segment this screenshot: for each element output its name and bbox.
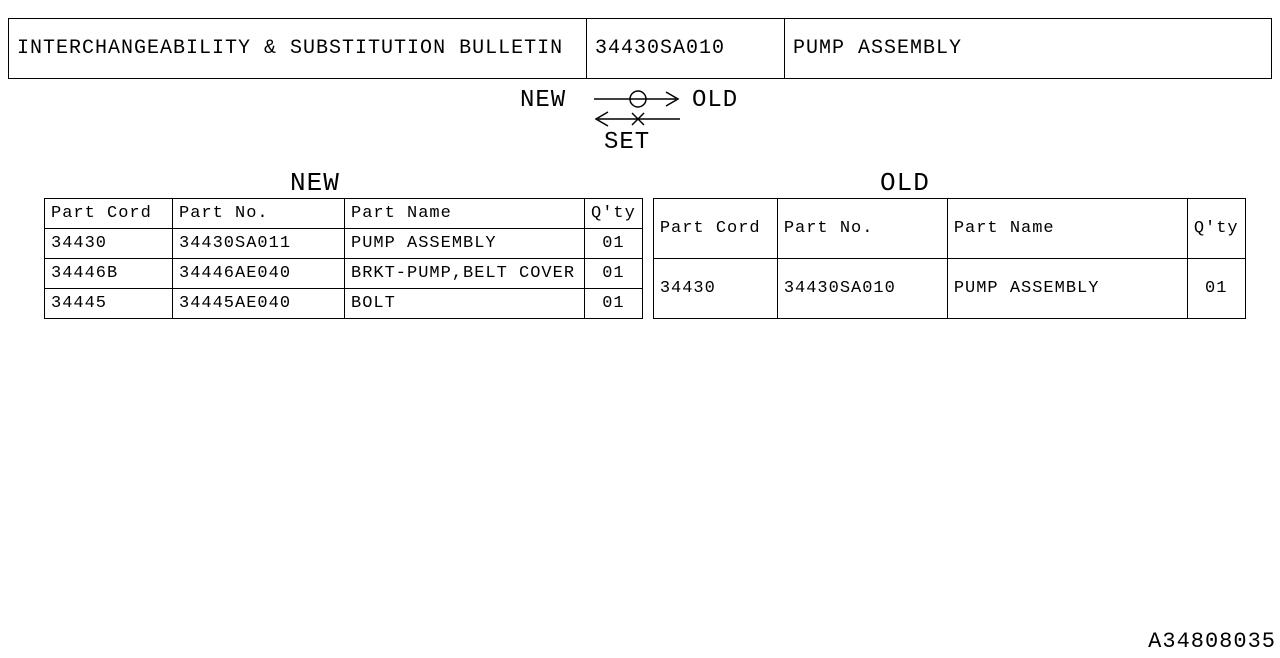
- table-row: 34430 34430SA011 PUMP ASSEMBLY 01: [45, 229, 643, 259]
- cell-qty: 01: [585, 259, 643, 289]
- cell-part-no: 34445AE040: [173, 289, 345, 319]
- col-part-no: Part No.: [173, 199, 345, 229]
- table-header-row: Part Cord Part No. Part Name Q'ty: [45, 199, 643, 229]
- table-row: 34430 34430SA010 PUMP ASSEMBLY 01: [653, 259, 1245, 319]
- header-part-name: PUMP ASSEMBLY: [785, 19, 1272, 79]
- col-part-no: Part No.: [777, 199, 947, 259]
- footer-code: A34808035: [1148, 629, 1276, 654]
- cell-part-cord: 34446B: [45, 259, 173, 289]
- cell-part-no: 34430SA011: [173, 229, 345, 259]
- col-qty: Q'ty: [585, 199, 643, 229]
- table-row: 34445 34445AE040 BOLT 01: [45, 289, 643, 319]
- col-part-cord: Part Cord: [653, 199, 777, 259]
- cell-part-no: 34430SA010: [777, 259, 947, 319]
- cell-part-name: PUMP ASSEMBLY: [947, 259, 1187, 319]
- tables-row: Part Cord Part No. Part Name Q'ty 34430 …: [44, 198, 1246, 319]
- diagram-old-label: OLD: [692, 87, 738, 114]
- cell-part-cord: 34445: [45, 289, 173, 319]
- col-part-cord: Part Cord: [45, 199, 173, 229]
- cell-qty: 01: [1187, 259, 1245, 319]
- section-heading-new: NEW: [290, 168, 340, 198]
- cell-part-name: PUMP ASSEMBLY: [345, 229, 585, 259]
- col-part-name: Part Name: [345, 199, 585, 229]
- col-qty: Q'ty: [1187, 199, 1245, 259]
- col-part-name: Part Name: [947, 199, 1187, 259]
- cell-part-cord: 34430: [45, 229, 173, 259]
- header-part-number: 34430SA010: [587, 19, 785, 79]
- section-heading-old: OLD: [880, 168, 930, 198]
- old-parts-table: Part Cord Part No. Part Name Q'ty 34430 …: [653, 198, 1246, 319]
- new-parts-table: Part Cord Part No. Part Name Q'ty 34430 …: [44, 198, 643, 319]
- table-row: 34446B 34446AE040 BRKT-PUMP,BELT COVER 0…: [45, 259, 643, 289]
- header-title: INTERCHANGEABILITY & SUBSTITUTION BULLET…: [9, 19, 587, 79]
- diagram-set-label: SET: [604, 129, 650, 156]
- diagram-new-label: NEW: [520, 87, 566, 114]
- cell-part-cord: 34430: [653, 259, 777, 319]
- cell-qty: 01: [585, 289, 643, 319]
- table-header-row: Part Cord Part No. Part Name Q'ty: [653, 199, 1245, 259]
- cell-part-name: BOLT: [345, 289, 585, 319]
- cell-part-name: BRKT-PUMP,BELT COVER: [345, 259, 585, 289]
- interchange-diagram: NEW OLD SET: [0, 79, 1280, 159]
- cell-part-no: 34446AE040: [173, 259, 345, 289]
- table-gap: [643, 198, 653, 319]
- interchange-arrows-icon: [590, 85, 686, 133]
- cell-qty: 01: [585, 229, 643, 259]
- header-table: INTERCHANGEABILITY & SUBSTITUTION BULLET…: [8, 18, 1272, 79]
